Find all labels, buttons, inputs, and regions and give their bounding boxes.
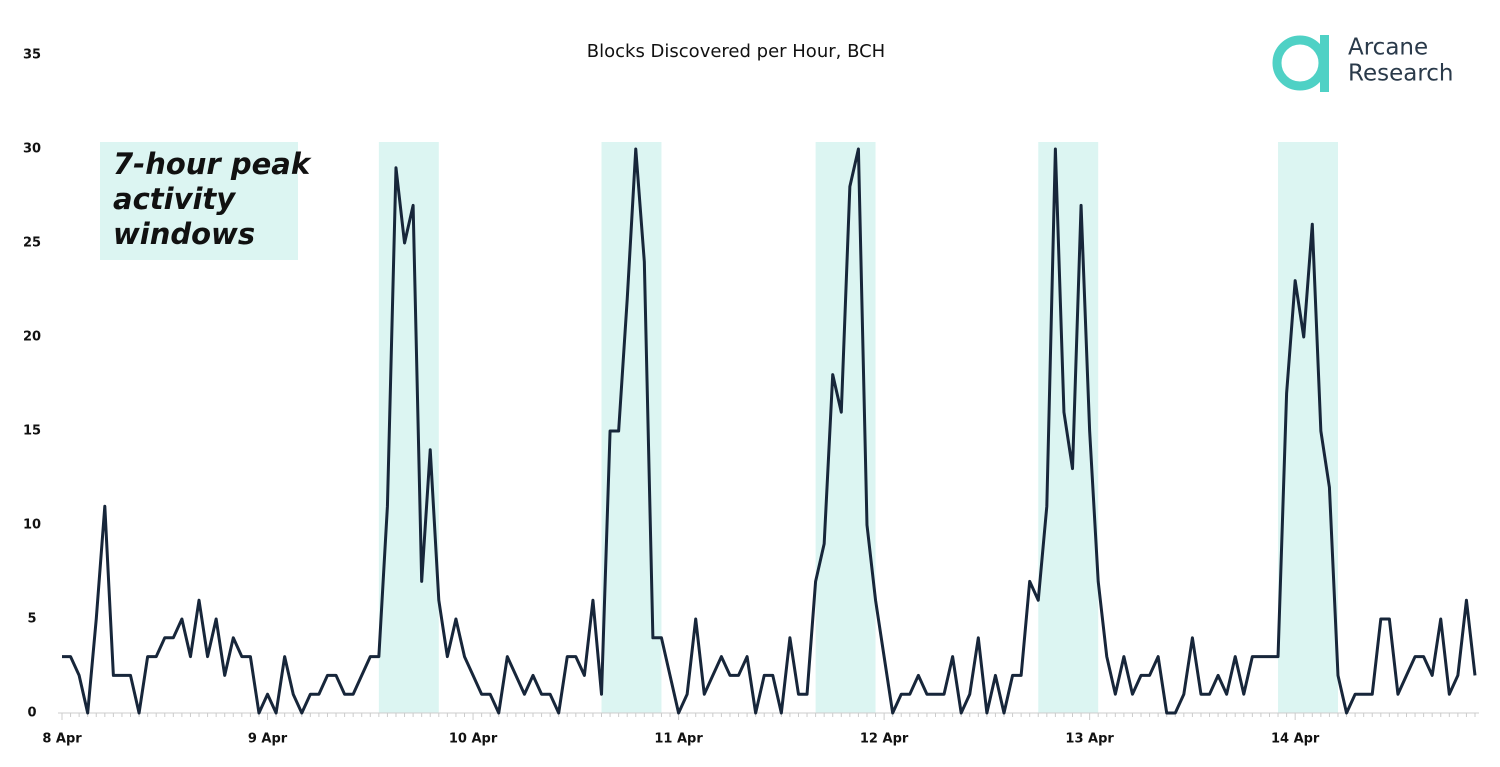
highlight-window [815, 142, 876, 713]
chart-title: Blocks Discovered per Hour, BCH [587, 41, 885, 62]
x-tick-label: 8 Apr [42, 732, 82, 747]
logo-text: Arcane [1348, 35, 1428, 61]
logo: Arcane Research [1272, 35, 1454, 92]
highlight-window [1278, 142, 1338, 713]
x-tick-label: 9 Apr [248, 732, 288, 747]
x-tick-label: 10 Apr [449, 732, 498, 747]
y-tick-label: 20 [23, 330, 41, 345]
y-tick-label: 5 [27, 612, 36, 627]
logo-text: Research [1348, 61, 1454, 87]
x-tick-label: 11 Apr [654, 732, 703, 747]
y-tick-label: 0 [27, 706, 36, 721]
x-tick-label: 13 Apr [1065, 732, 1114, 747]
annotation-box [100, 142, 298, 260]
y-tick-label: 25 [23, 236, 41, 251]
y-tick-label: 10 [23, 518, 41, 533]
y-tick-label: 15 [23, 424, 41, 439]
logo-mark [1320, 35, 1329, 92]
x-tick-label: 14 Apr [1271, 732, 1320, 747]
annotation: activity [113, 182, 236, 216]
y-tick-label: 35 [23, 48, 41, 63]
x-tick-label: 12 Apr [860, 732, 909, 747]
annotation: 7-hour peak [113, 147, 312, 181]
logo-mark [1272, 35, 1328, 91]
y-tick-label: 30 [23, 142, 41, 157]
annotation: windows [113, 217, 255, 251]
line [62, 147, 1477, 715]
